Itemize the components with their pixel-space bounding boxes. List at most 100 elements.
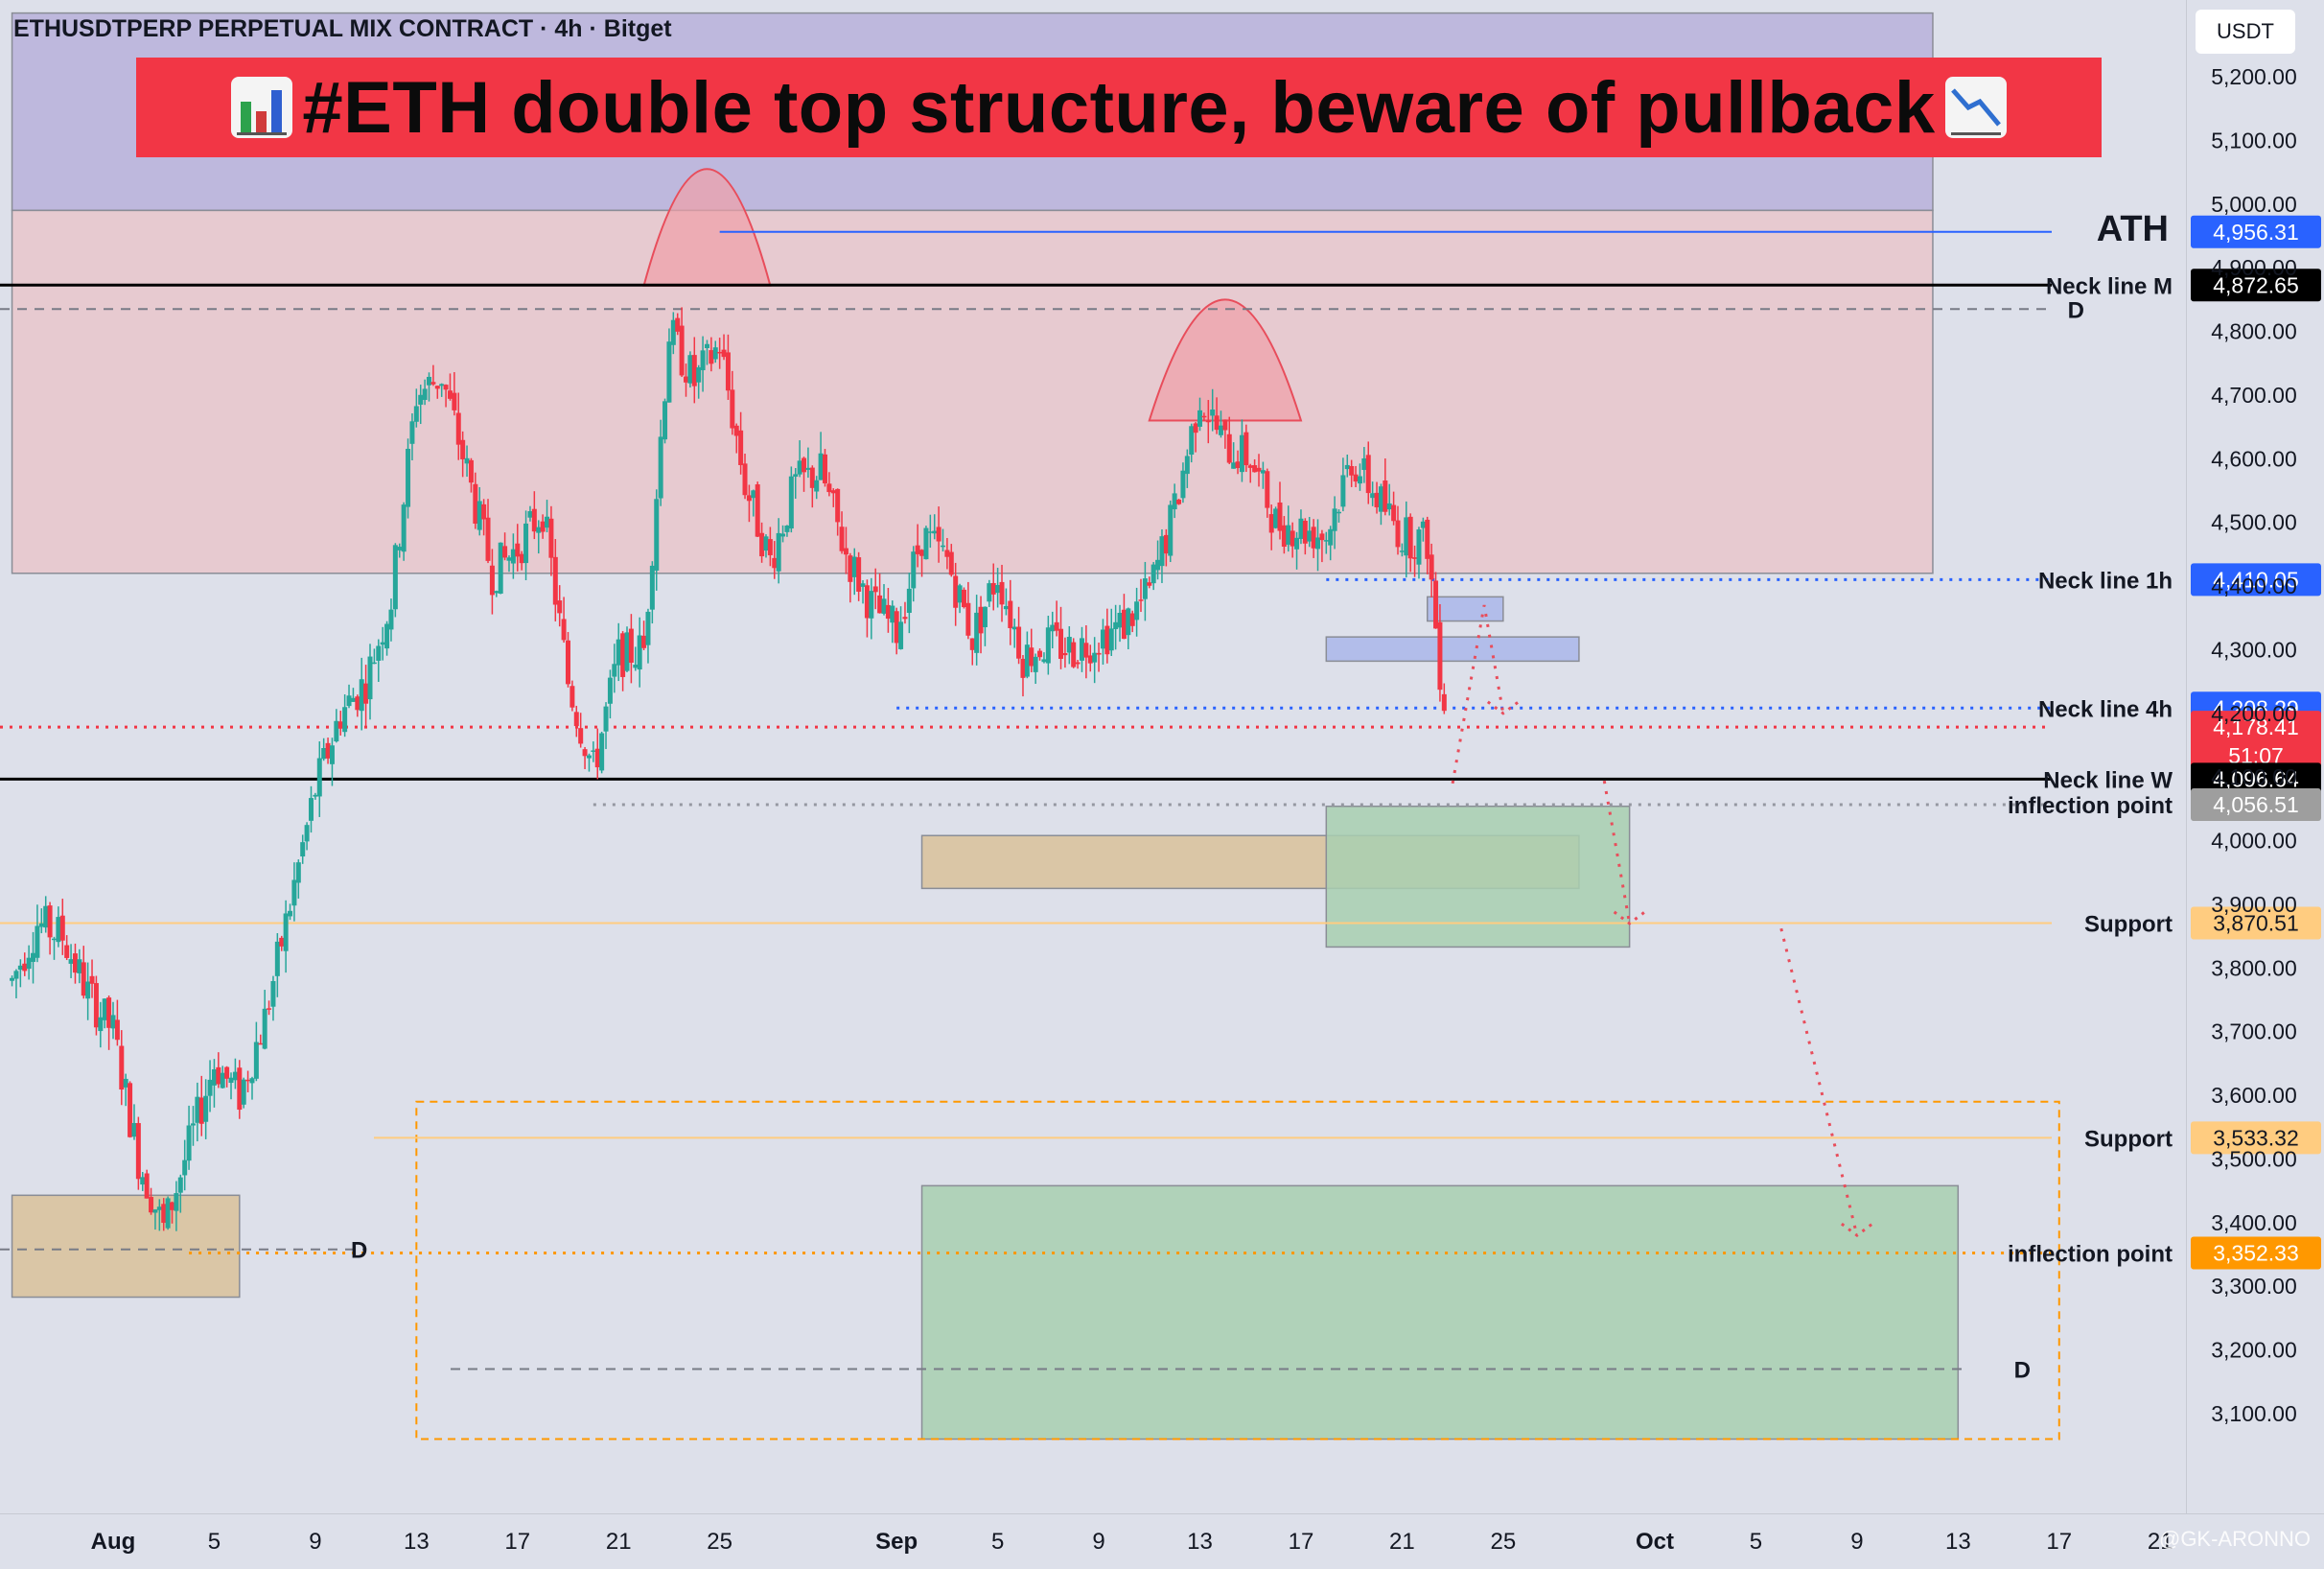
candle[interactable] bbox=[839, 511, 845, 554]
candle[interactable] bbox=[10, 975, 15, 987]
candle[interactable] bbox=[77, 948, 82, 984]
candle[interactable] bbox=[161, 1198, 167, 1231]
candle[interactable] bbox=[1252, 458, 1258, 473]
candle[interactable] bbox=[1361, 447, 1367, 483]
candle[interactable] bbox=[321, 738, 327, 761]
candle[interactable] bbox=[1184, 449, 1190, 488]
candle[interactable] bbox=[1420, 517, 1426, 542]
candle[interactable] bbox=[965, 581, 971, 640]
candle[interactable] bbox=[704, 340, 709, 365]
candle[interactable] bbox=[1180, 462, 1186, 503]
candle[interactable] bbox=[1079, 626, 1084, 672]
candle[interactable] bbox=[666, 328, 672, 403]
candle[interactable] bbox=[607, 669, 613, 719]
candle[interactable] bbox=[1008, 579, 1013, 645]
candle[interactable] bbox=[802, 457, 807, 492]
candle[interactable] bbox=[427, 372, 432, 402]
candle[interactable] bbox=[1058, 606, 1064, 669]
candle[interactable] bbox=[869, 577, 874, 640]
candle[interactable] bbox=[119, 1030, 125, 1106]
candle[interactable] bbox=[38, 908, 44, 934]
candle[interactable] bbox=[156, 1199, 162, 1231]
candle[interactable] bbox=[47, 902, 53, 955]
candle[interactable] bbox=[13, 969, 19, 998]
candle[interactable] bbox=[262, 990, 267, 1050]
candle[interactable] bbox=[784, 525, 790, 537]
candle[interactable] bbox=[434, 386, 440, 399]
candle[interactable] bbox=[864, 579, 870, 638]
candle[interactable] bbox=[1386, 483, 1392, 516]
candle[interactable] bbox=[473, 472, 478, 529]
candle[interactable] bbox=[337, 711, 343, 736]
candle[interactable] bbox=[953, 562, 959, 626]
candle[interactable] bbox=[1404, 501, 1409, 578]
candle[interactable] bbox=[1256, 454, 1262, 487]
candle[interactable] bbox=[1050, 611, 1056, 649]
candle[interactable] bbox=[283, 900, 289, 973]
candle[interactable] bbox=[603, 702, 609, 750]
candle[interactable] bbox=[1433, 572, 1439, 629]
candle[interactable] bbox=[948, 544, 954, 577]
candle[interactable] bbox=[350, 688, 356, 702]
symbol-title[interactable]: ETHUSDTPERP PERPETUAL MIX CONTRACT · 4h … bbox=[13, 15, 672, 42]
candle[interactable] bbox=[721, 334, 727, 361]
candle[interactable] bbox=[506, 555, 512, 573]
candle[interactable] bbox=[64, 935, 70, 961]
candle[interactable] bbox=[645, 608, 651, 664]
candle[interactable] bbox=[267, 1000, 272, 1016]
candle[interactable] bbox=[174, 1181, 179, 1231]
candle[interactable] bbox=[220, 1066, 225, 1089]
candle[interactable] bbox=[489, 549, 495, 615]
candle[interactable] bbox=[746, 484, 752, 523]
candle[interactable] bbox=[418, 385, 424, 425]
candle[interactable] bbox=[170, 1201, 175, 1224]
candle[interactable] bbox=[308, 785, 314, 833]
candle[interactable] bbox=[612, 644, 617, 693]
candle[interactable] bbox=[679, 307, 685, 378]
candle[interactable] bbox=[367, 644, 373, 720]
candle[interactable] bbox=[809, 465, 815, 508]
candle[interactable] bbox=[430, 364, 436, 386]
candle[interactable] bbox=[911, 546, 917, 602]
candle[interactable] bbox=[93, 975, 99, 1036]
candle[interactable] bbox=[1163, 528, 1169, 567]
candle[interactable] bbox=[527, 505, 533, 522]
candle[interactable] bbox=[1062, 637, 1068, 668]
candle[interactable] bbox=[1281, 516, 1287, 554]
candle[interactable] bbox=[207, 1060, 213, 1112]
candle[interactable] bbox=[249, 1076, 255, 1100]
candle[interactable] bbox=[195, 1082, 200, 1142]
candle[interactable] bbox=[1336, 509, 1341, 523]
candle[interactable] bbox=[291, 862, 297, 922]
candle[interactable] bbox=[452, 372, 457, 416]
candle[interactable] bbox=[1083, 624, 1089, 679]
currency-selector[interactable]: USDT bbox=[2196, 10, 2295, 54]
price-tag-9[interactable]: 3,533.32 bbox=[2191, 1121, 2321, 1155]
candle[interactable] bbox=[406, 438, 411, 519]
candle[interactable] bbox=[548, 505, 554, 576]
candle[interactable] bbox=[696, 364, 702, 399]
candle[interactable] bbox=[763, 534, 769, 558]
candle[interactable] bbox=[987, 579, 992, 607]
candle[interactable] bbox=[742, 454, 748, 500]
candle[interactable] bbox=[881, 584, 887, 616]
candle[interactable] bbox=[872, 568, 878, 610]
candle[interactable] bbox=[569, 680, 575, 712]
candle[interactable] bbox=[110, 1001, 116, 1040]
candle[interactable] bbox=[1412, 545, 1418, 577]
candle[interactable] bbox=[755, 481, 760, 537]
candle[interactable] bbox=[684, 363, 689, 397]
candle[interactable] bbox=[545, 500, 550, 533]
price-tag-10[interactable]: 3,352.33 bbox=[2191, 1236, 2321, 1270]
candle[interactable] bbox=[316, 741, 322, 817]
candle[interactable] bbox=[342, 694, 348, 738]
candle[interactable] bbox=[738, 411, 744, 475]
candle[interactable] bbox=[691, 337, 697, 404]
candle[interactable] bbox=[982, 606, 988, 646]
candle[interactable] bbox=[224, 1066, 230, 1088]
price-tag-1[interactable]: 4,872.65 bbox=[2191, 269, 2321, 302]
candle[interactable] bbox=[22, 952, 28, 976]
candle[interactable] bbox=[165, 1196, 171, 1230]
candle[interactable] bbox=[637, 617, 642, 688]
candle[interactable] bbox=[1087, 644, 1093, 672]
